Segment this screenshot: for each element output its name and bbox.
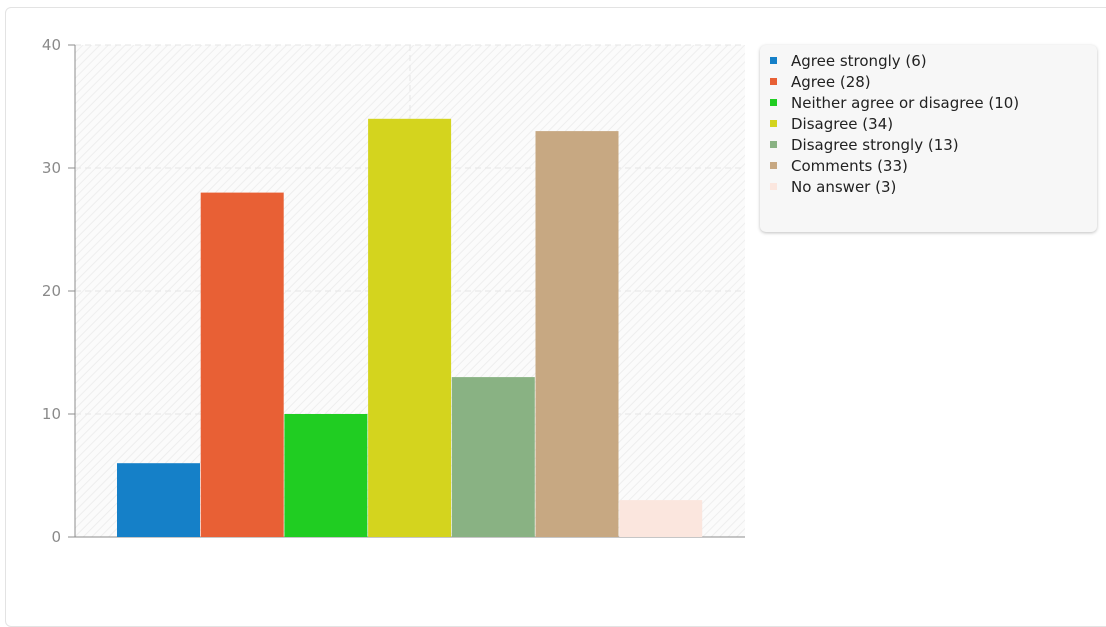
legend-label: Disagree strongly (13) xyxy=(791,135,959,154)
legend-swatch xyxy=(770,183,777,190)
tick-labels: 0 10 20 30 40 xyxy=(42,36,61,546)
legend-label: Comments (33) xyxy=(791,156,908,175)
legend-swatch xyxy=(770,57,777,64)
bar xyxy=(368,118,452,538)
bar xyxy=(619,500,703,537)
bars xyxy=(117,118,703,538)
legend-item[interactable]: Agree (28) xyxy=(770,71,1097,92)
y-tick-label: 20 xyxy=(42,282,61,300)
legend-swatch xyxy=(770,78,777,85)
y-tick-label: 10 xyxy=(42,405,61,423)
legend-swatch xyxy=(770,120,777,127)
legend-item[interactable]: Disagree strongly (13) xyxy=(770,134,1097,155)
bar xyxy=(200,192,284,537)
bar xyxy=(117,463,200,537)
bar xyxy=(284,414,368,537)
y-tick-label: 30 xyxy=(42,159,61,177)
legend: Agree strongly (6) Agree (28) Neither agre… xyxy=(760,45,1097,232)
legend-label: Neither agree or disagree (10) xyxy=(791,93,1020,112)
legend-swatch xyxy=(770,162,777,169)
legend-swatch xyxy=(770,141,777,148)
legend-label: Agree strongly (6) xyxy=(791,51,927,70)
legend-item[interactable]: Neither agree or disagree (10) xyxy=(770,92,1097,113)
legend-label: Agree (28) xyxy=(791,72,871,91)
y-tick-label: 40 xyxy=(42,36,61,54)
legend-item[interactable]: Disagree (34) xyxy=(770,113,1097,134)
bar xyxy=(535,131,619,537)
legend-label: Disagree (34) xyxy=(791,114,894,133)
y-tick-label: 0 xyxy=(51,528,61,546)
legend-label: No answer (3) xyxy=(791,177,897,196)
legend-swatch xyxy=(770,99,777,106)
legend-item[interactable]: No answer (3) xyxy=(770,176,1097,197)
legend-item[interactable]: Agree strongly (6) xyxy=(770,50,1097,71)
legend-item[interactable]: Comments (33) xyxy=(770,155,1097,176)
bar xyxy=(451,377,535,537)
